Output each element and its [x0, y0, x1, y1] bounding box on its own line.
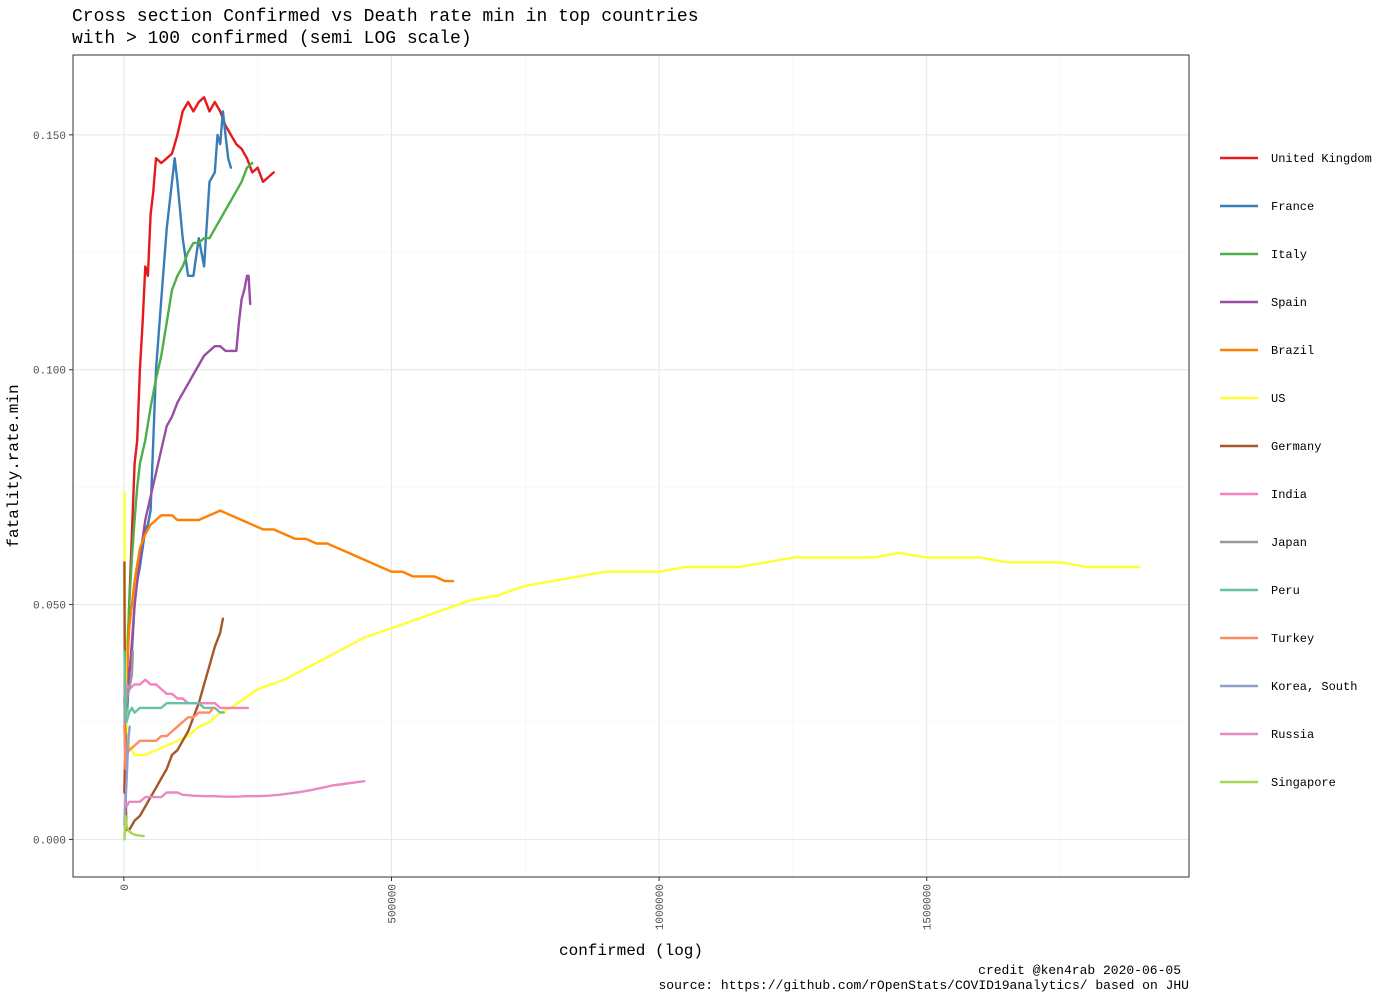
- chart-subtitle: with > 100 confirmed (semi LOG scale): [72, 29, 472, 49]
- legend-label: Spain: [1271, 296, 1307, 310]
- series-line-united-kingdom: [123, 96, 275, 794]
- series-line-russia: [123, 780, 366, 808]
- series-line-singapore: [123, 814, 145, 841]
- legend-label: France: [1271, 200, 1314, 214]
- legend-label: Korea, South: [1271, 680, 1357, 694]
- series-line-italy: [123, 161, 254, 724]
- legend-label: Germany: [1271, 440, 1321, 454]
- series-line-japan: [123, 650, 135, 724]
- legend-item-singapore: Singapore: [1220, 776, 1336, 790]
- legend-label: Turkey: [1271, 632, 1314, 646]
- y-tick-label: 0.000: [33, 835, 66, 847]
- legend-item-italy: Italy: [1220, 248, 1307, 262]
- series-line-brazil: [124, 509, 455, 700]
- legend-item-united-kingdom: United Kingdom: [1220, 152, 1372, 166]
- legend-label: United Kingdom: [1271, 152, 1372, 166]
- y-axis-title: fatality.rate.min: [5, 384, 23, 547]
- legend-item-france: France: [1220, 200, 1314, 214]
- legend-item-us: US: [1220, 392, 1285, 406]
- legend-item-germany: Germany: [1220, 440, 1321, 454]
- x-axis-title: confirmed (log): [559, 942, 703, 960]
- series-lines: [123, 96, 1141, 841]
- x-tick-label: 0: [120, 884, 132, 891]
- plot-panel: [73, 55, 1189, 877]
- y-tick-label: 0.150: [33, 131, 66, 143]
- legend: United Kingdom France Italy Spain Brazil US Ge…: [1220, 152, 1372, 790]
- y-tick-label: 0.100: [33, 366, 66, 378]
- legend-label: Italy: [1271, 248, 1307, 262]
- legend-item-peru: Peru: [1220, 584, 1300, 598]
- x-tick-label: 500000: [387, 884, 399, 924]
- legend-item-spain: Spain: [1220, 296, 1307, 310]
- legend-item-japan: Japan: [1220, 536, 1307, 550]
- x-tick-label: 1000000: [655, 884, 667, 930]
- y-tick-label: 0.050: [33, 601, 66, 613]
- legend-label: Russia: [1271, 728, 1314, 742]
- legend-item-russia: Russia: [1220, 728, 1314, 742]
- legend-item-turkey: Turkey: [1220, 632, 1314, 646]
- legend-label: India: [1271, 488, 1307, 502]
- series-line-peru: [123, 650, 226, 724]
- series-line-us: [123, 490, 1141, 757]
- x-tick-label: 1500000: [923, 884, 935, 930]
- legend-item-brazil: Brazil: [1220, 344, 1314, 358]
- legend-label: Peru: [1271, 584, 1300, 598]
- series-line-india: [123, 678, 250, 728]
- grid-major: [73, 55, 1189, 877]
- series-line-spain: [123, 274, 252, 724]
- legend-label: Japan: [1271, 536, 1307, 550]
- caption-source: source: https://github.com/rOpenStats/CO…: [659, 978, 1190, 993]
- caption-credit: credit @ken4rab 2020-06-05: [978, 963, 1181, 978]
- grid-minor: [73, 55, 1189, 877]
- legend-label: US: [1271, 392, 1285, 406]
- plot-border: [72, 54, 1190, 878]
- chart-title: Cross section Confirmed vs Death rate mi…: [72, 7, 699, 27]
- legend-label: Singapore: [1271, 776, 1336, 790]
- legend-label: Brazil: [1271, 344, 1314, 358]
- legend-item-korea-south: Korea, South: [1220, 680, 1357, 694]
- y-axis: 0.000 0.050 0.100 0.150: [33, 131, 73, 847]
- legend-item-india: India: [1220, 488, 1307, 502]
- x-axis: 0 500000 1000000 1500000: [120, 877, 935, 930]
